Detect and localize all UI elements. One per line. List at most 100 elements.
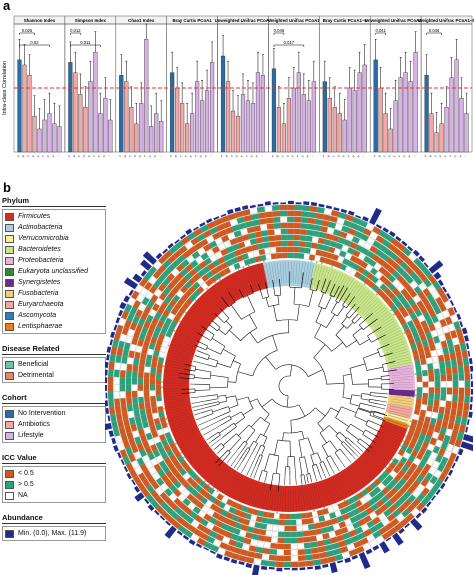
icc-cell	[290, 519, 297, 526]
leaf-label-mark	[172, 344, 193, 352]
tree-branch	[335, 435, 343, 443]
tree-branch	[341, 443, 353, 456]
leaf-label-mark	[361, 458, 377, 474]
tree-branch	[326, 455, 331, 459]
tree-branch	[258, 470, 263, 481]
icc-cell	[331, 542, 340, 550]
icc-cell	[318, 231, 327, 239]
leaf-label-mark	[320, 484, 328, 505]
icc-cell	[277, 537, 285, 544]
leaf-label-mark	[389, 408, 411, 413]
icc-cell	[150, 361, 158, 368]
tree-branch	[242, 448, 251, 462]
icc-cell	[320, 225, 329, 233]
tree-branch	[241, 311, 255, 320]
icc-cell	[458, 424, 466, 434]
leaf-label-mark	[391, 373, 413, 376]
icc-cell	[117, 340, 125, 350]
tree-branch	[310, 455, 315, 466]
disease-marker	[216, 490, 219, 492]
icc-cell	[261, 553, 270, 561]
tree-branch	[250, 416, 261, 428]
bar	[388, 128, 393, 153]
leaf-label-mark	[309, 486, 314, 508]
tree-branch	[275, 455, 280, 474]
icc-cell	[305, 560, 314, 567]
icc-cell	[320, 526, 329, 534]
leaf-label-mark	[266, 264, 271, 285]
tree-branch	[205, 403, 220, 409]
leaf-label-mark	[165, 377, 187, 379]
abundance-bar	[325, 205, 333, 210]
abundance-bar	[167, 242, 174, 249]
icc-cell	[270, 536, 278, 543]
icc-cell	[109, 353, 116, 363]
leaf-label-mark	[368, 451, 385, 466]
icc-cell	[249, 238, 258, 246]
leaf-label-mark	[302, 263, 306, 284]
abundance-bar	[469, 404, 473, 411]
tree-branch	[273, 472, 280, 475]
legend-swatch	[5, 360, 14, 369]
icc-cell	[458, 380, 465, 388]
x-tick-label: A	[169, 154, 173, 158]
abundance-bar	[272, 202, 279, 205]
leaf-label-mark	[325, 269, 333, 290]
icc-cell	[287, 246, 294, 253]
abundance-bar	[264, 201, 271, 206]
tree-branch	[206, 398, 219, 402]
tree-branch	[225, 395, 228, 402]
tree-branch	[211, 434, 221, 442]
leaf-label-mark	[390, 403, 412, 408]
tree-branch	[192, 404, 206, 408]
tree-branch	[184, 369, 192, 371]
icc-cell	[263, 242, 271, 249]
bar	[398, 77, 403, 153]
leaf-label-mark	[381, 430, 402, 440]
tree-branch	[336, 285, 345, 300]
leaf-label-mark	[333, 478, 343, 498]
tree-branch	[194, 389, 210, 391]
leaf-label-mark	[349, 469, 362, 487]
tree-branch	[357, 408, 371, 414]
icc-cell	[309, 205, 318, 213]
tree-branch	[360, 402, 376, 408]
icc-cell	[307, 223, 315, 231]
leaf-label-mark	[316, 266, 323, 287]
tree-branch	[247, 295, 256, 312]
leaf-label-mark	[379, 434, 399, 445]
leaf-label-mark	[260, 265, 266, 286]
tree-branch	[238, 424, 250, 436]
tree-branch	[194, 344, 199, 347]
icc-cell	[269, 548, 278, 555]
disease-marker	[408, 425, 411, 428]
abundance-bar	[401, 240, 408, 247]
icc-cell	[287, 222, 295, 229]
tree-branch	[382, 364, 385, 372]
tree-branch	[335, 406, 342, 418]
leaf-label-mark	[383, 425, 404, 435]
bar	[78, 94, 83, 153]
disease-marker	[313, 509, 316, 512]
tree-branch	[372, 326, 382, 333]
leaf-label-mark	[390, 405, 411, 411]
leaf-label-mark	[363, 300, 380, 316]
tree-branch	[346, 430, 359, 441]
leaf-label-mark	[194, 452, 211, 467]
leaf-label-mark	[388, 412, 409, 419]
panel-b-label: b	[3, 180, 11, 195]
leaf-label-mark	[391, 379, 413, 381]
disease-marker	[320, 262, 323, 265]
icc-cell	[266, 223, 275, 230]
icc-cell	[454, 415, 462, 425]
icc-cell	[120, 404, 128, 413]
icc-cell	[287, 240, 294, 247]
icc-cell	[280, 222, 288, 229]
bar	[195, 81, 200, 153]
icc-cell	[464, 372, 471, 381]
abundance-bar	[470, 388, 473, 395]
abundance-bar	[142, 251, 157, 265]
icc-cell	[264, 536, 272, 543]
